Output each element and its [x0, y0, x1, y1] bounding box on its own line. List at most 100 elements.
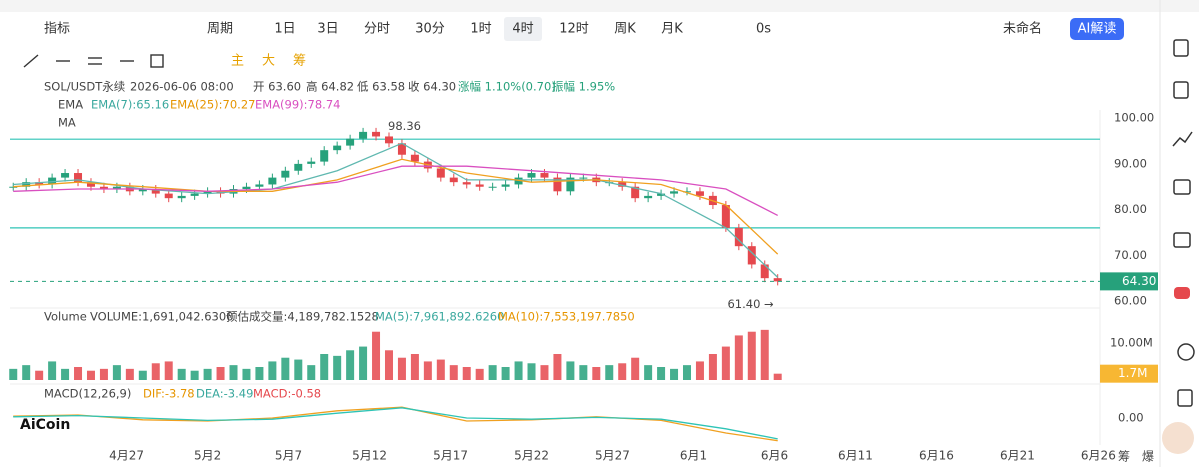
x-tick-label: 5月17	[433, 449, 468, 463]
period-btn[interactable]: 周期	[207, 22, 233, 37]
candle	[436, 168, 445, 178]
volume-bar	[346, 350, 355, 380]
candle	[384, 136, 393, 144]
volume-bar	[682, 365, 691, 380]
candle	[333, 145, 342, 151]
candle	[501, 184, 510, 187]
macd-line	[13, 406, 778, 442]
interval-btn[interactable]: 4时	[512, 22, 533, 37]
ai-btn-bg[interactable]	[1070, 18, 1124, 40]
corner-burst[interactable]: 爆	[1142, 450, 1154, 464]
interval-btn[interactable]: 12时	[559, 22, 589, 37]
avatar[interactable]	[1162, 422, 1194, 454]
volume-bar	[281, 357, 290, 380]
ema25-label: EMA(25):70.27	[170, 98, 255, 112]
candle	[488, 186, 497, 188]
volume-bar	[773, 373, 782, 380]
last-price-box	[1100, 272, 1158, 291]
candle	[190, 193, 199, 196]
volume-bar	[255, 367, 264, 380]
candle	[307, 161, 316, 164]
volume-bar	[307, 365, 316, 380]
volume-bar	[203, 368, 212, 380]
volume-bar	[242, 368, 251, 380]
volume-bar	[177, 368, 186, 380]
volume-name: Volume	[44, 310, 87, 324]
volume-bar	[760, 329, 769, 380]
candle	[773, 278, 782, 282]
candle	[747, 246, 756, 265]
volume-bar	[229, 365, 238, 380]
candle	[721, 205, 730, 228]
volume-ma10: MA(10):7,553,197.7850	[498, 310, 635, 324]
open: 开 63.60	[253, 80, 301, 94]
candle	[112, 186, 121, 190]
candle	[695, 191, 704, 196]
y-tick-label: 100.00	[1114, 111, 1154, 125]
interval-btn[interactable]: 30分	[415, 22, 445, 37]
volume-bar	[164, 361, 173, 380]
ema-line	[13, 165, 778, 216]
symbol: SOL/USDT永续	[44, 80, 125, 94]
tool-big[interactable]: 大	[262, 54, 275, 69]
interval-btn[interactable]: 月K	[661, 22, 683, 37]
tool-main[interactable]: 主	[231, 54, 244, 69]
time: 2026-06-06 08:00	[130, 80, 234, 94]
interval-btn[interactable]: 周K	[614, 22, 636, 37]
ema-line	[13, 158, 779, 255]
volume-bar	[734, 335, 743, 380]
candle	[579, 177, 588, 179]
candle	[553, 177, 562, 192]
candle	[397, 143, 406, 155]
volume-bar	[125, 368, 134, 380]
macd-tick-label: 0.00	[1118, 411, 1144, 425]
candle	[359, 131, 368, 139]
interval-btn[interactable]: 分时	[364, 22, 390, 37]
volume-bar	[61, 368, 70, 380]
ema-line	[13, 142, 779, 278]
volume-bar	[359, 346, 368, 380]
candle	[138, 189, 147, 192]
corner-chip[interactable]: 筹	[1118, 450, 1130, 464]
candle	[22, 182, 31, 187]
candle	[346, 138, 355, 146]
y-tick-label: 90.00	[1114, 156, 1147, 170]
ai-btn[interactable]: AI解读	[1078, 22, 1117, 37]
volume-bar	[553, 354, 562, 380]
candle	[449, 177, 458, 183]
volume-bar	[294, 359, 303, 380]
volume-bar	[397, 357, 406, 380]
candle	[682, 191, 691, 193]
candle	[74, 173, 83, 183]
volume-bar	[501, 367, 510, 380]
volume-ma5: MA(5):7,961,892.6260	[375, 310, 504, 324]
volume-bar	[112, 365, 121, 380]
close: 收 64.30	[408, 80, 456, 94]
candle	[657, 193, 666, 196]
indicator-btn[interactable]: 指标	[44, 22, 70, 37]
interval-btn[interactable]: 1时	[470, 22, 491, 37]
x-tick-label: 5月7	[275, 449, 302, 463]
logo: AiCoin	[20, 417, 70, 433]
interval-btn[interactable]: 1日	[274, 22, 295, 37]
volume-bar	[320, 354, 329, 380]
tool-chip[interactable]: 筹	[293, 53, 306, 69]
layout-name[interactable]: 未命名	[1003, 21, 1042, 37]
volume-bar	[657, 367, 666, 380]
volume-bar	[268, 361, 277, 380]
x-tick-label: 6月16	[919, 449, 954, 463]
volume-bar	[605, 365, 614, 380]
volume-bar	[747, 331, 756, 380]
volume-bar	[488, 365, 497, 380]
volume-bar	[151, 363, 160, 380]
volume-bar	[423, 361, 432, 380]
low: 低 63.58	[357, 80, 405, 94]
x-tick-label: 6月21	[1000, 449, 1035, 463]
volume-bar	[721, 346, 730, 380]
interval-btn[interactable]: 3日	[317, 22, 338, 37]
top-strip	[0, 0, 1199, 12]
candle	[177, 195, 186, 199]
candle	[294, 163, 303, 171]
x-tick-label: 5月2	[194, 449, 221, 463]
x-tick-label: 5月22	[514, 449, 549, 463]
